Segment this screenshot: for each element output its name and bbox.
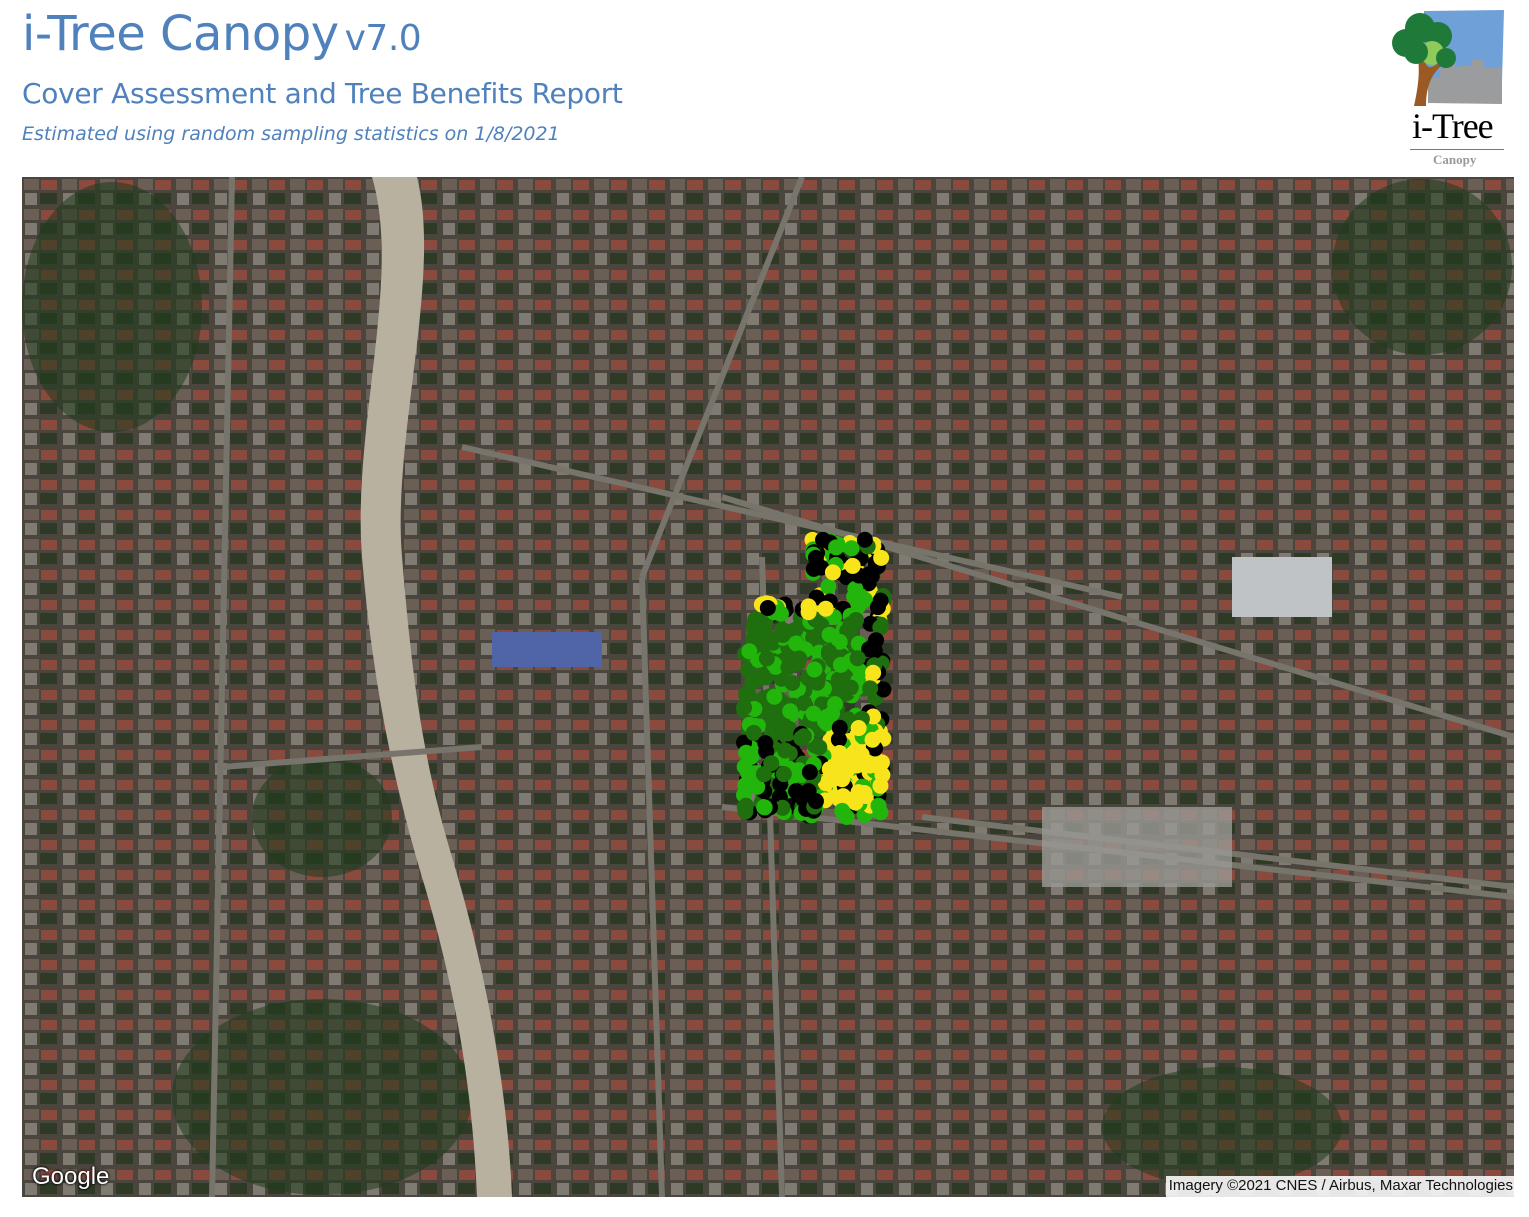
sample-points [736, 531, 892, 825]
sample-point [780, 659, 797, 676]
sample-point [788, 635, 805, 652]
sample-point [828, 539, 845, 556]
sample-point [740, 661, 757, 678]
sample-point [847, 580, 864, 597]
sample-point [850, 720, 867, 737]
sample-point [849, 650, 866, 667]
logo-subtext: Canopy [1433, 152, 1477, 167]
sample-point [856, 531, 873, 548]
sample-point [751, 670, 768, 687]
sample-point [758, 650, 775, 667]
sample-point [775, 766, 792, 783]
sample-point [745, 617, 762, 634]
sample-point [795, 728, 812, 745]
itree-logo [1392, 10, 1504, 106]
sample-point [784, 674, 801, 691]
sample-point [865, 664, 882, 681]
sample-point [782, 703, 799, 720]
sample-point [834, 802, 851, 819]
open-plaza [1042, 807, 1232, 887]
sample-point [848, 611, 865, 628]
sample-point [817, 600, 834, 617]
sample-point [861, 641, 878, 658]
sample-point [811, 739, 828, 756]
sample-point [777, 742, 794, 759]
sample-point [842, 679, 859, 696]
sample-point [805, 629, 822, 646]
sample-point [872, 619, 889, 636]
blue-roof [492, 632, 602, 667]
sample-point [771, 713, 788, 730]
sample-point [824, 564, 841, 581]
app-title: i-Tree Canopy v7.0 [22, 4, 422, 69]
sample-point [818, 708, 835, 725]
map-imagery [22, 177, 1514, 1197]
sample-point [821, 646, 838, 663]
sample-point [763, 755, 780, 772]
sample-point [831, 719, 848, 736]
sample-point [737, 777, 754, 794]
sample-point [736, 758, 753, 775]
logo-text: i-Tree [1412, 106, 1494, 146]
sample-point [756, 799, 773, 816]
sample-point [807, 793, 824, 810]
logo-divider [1410, 149, 1504, 150]
sample-point [875, 681, 892, 698]
sample-point [801, 764, 818, 781]
satellite-map[interactable]: Google Imagery ©2021 CNES / Airbus, Maxa… [22, 177, 1514, 1197]
sample-point [864, 731, 881, 748]
sample-point [800, 604, 817, 621]
roof-building [1232, 557, 1332, 617]
river [360, 177, 512, 1197]
roads [209, 177, 1514, 1197]
sample-point [862, 680, 879, 697]
app-version: v7.0 [344, 18, 422, 59]
sample-point [745, 724, 762, 741]
sample-point [833, 769, 850, 786]
sample-point [759, 599, 776, 616]
sample-point [850, 784, 867, 801]
imagery-attribution: Imagery ©2021 CNES / Airbus, Maxar Techn… [1165, 1176, 1514, 1197]
sample-point [868, 757, 885, 774]
sample-point [821, 626, 838, 643]
sample-point [856, 591, 873, 608]
sample-point [738, 744, 755, 761]
sample-point [757, 735, 774, 752]
sample-point [806, 661, 823, 678]
sample-point [844, 557, 861, 574]
sample-point [869, 599, 886, 616]
sample-point [830, 731, 847, 748]
sample-point [872, 777, 889, 794]
sample-point [741, 643, 758, 660]
sample-point [820, 578, 837, 595]
report-note: Estimated using random sampling statisti… [22, 123, 560, 145]
report-title: Cover Assessment and Tree Benefits Repor… [22, 77, 623, 110]
sample-point [760, 705, 777, 722]
google-logo: Google [32, 1163, 110, 1190]
sample-point [835, 788, 852, 805]
sample-point [737, 803, 754, 820]
sample-point [870, 797, 887, 814]
sample-point [791, 650, 808, 667]
sample-point [809, 674, 826, 691]
sample-point [831, 744, 848, 761]
sample-point [766, 688, 783, 705]
sample-point [774, 621, 791, 638]
sample-point [736, 699, 753, 716]
sample-point [843, 540, 860, 557]
sample-point [853, 746, 870, 763]
vegetation-patches [22, 179, 1512, 1195]
sample-point [749, 778, 766, 795]
sample-point [774, 799, 791, 816]
sample-point [788, 783, 805, 800]
sample-point [780, 725, 797, 742]
sample-point [873, 549, 890, 566]
app-name: i-Tree Canopy [22, 6, 339, 62]
